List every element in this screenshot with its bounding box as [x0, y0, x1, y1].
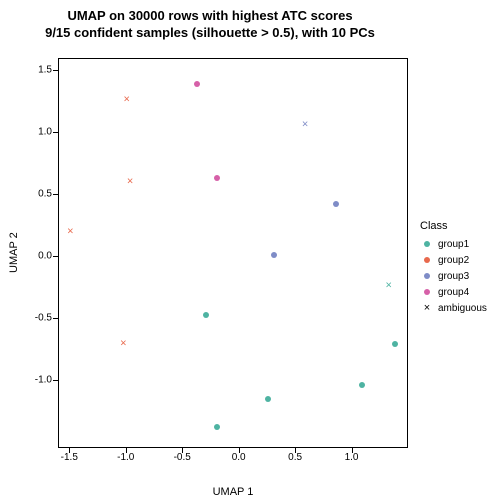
data-point: × [385, 280, 391, 291]
plot-area: × × × × × × [58, 58, 408, 448]
legend-marker [420, 257, 434, 263]
chart-title: UMAP on 30000 rows with highest ATC scor… [0, 8, 420, 42]
data-point [194, 81, 200, 87]
data-point: × [302, 119, 308, 130]
y-tick-label: 1.0 [24, 127, 52, 138]
y-tick-mark [53, 256, 58, 257]
data-point [203, 312, 209, 318]
legend-items: group1 group2 group3 group4 × ambiguous [420, 236, 487, 316]
legend-marker [420, 241, 434, 247]
legend-label: group4 [438, 287, 469, 298]
legend-label: group1 [438, 239, 469, 250]
data-point: × [67, 227, 73, 238]
y-tick-mark [53, 132, 58, 133]
legend-item: group1 [420, 236, 487, 252]
title-line-1: UMAP on 30000 rows with highest ATC scor… [0, 8, 420, 25]
data-point [392, 341, 398, 347]
legend-item: group2 [420, 252, 487, 268]
legend-marker [420, 273, 434, 279]
legend-dot-icon [424, 273, 430, 279]
data-point [265, 396, 271, 402]
legend: Class group1 group2 group3 group4 × ambiguous [420, 220, 487, 316]
x-tick-label: 0.5 [288, 452, 302, 463]
y-tick-mark [53, 70, 58, 71]
legend-item: group4 [420, 284, 487, 300]
data-point [271, 252, 277, 258]
x-tick-label: 1.0 [345, 452, 359, 463]
y-axis-label: UMAP 2 [8, 58, 22, 448]
legend-label: group2 [438, 255, 469, 266]
data-point [214, 424, 220, 430]
y-tick-label: -0.5 [24, 313, 52, 324]
chart-container: UMAP on 30000 rows with highest ATC scor… [0, 0, 504, 504]
y-tick-label: 1.5 [24, 65, 52, 76]
x-tick-label: 0.0 [232, 452, 246, 463]
x-tick-label: -1.0 [117, 452, 134, 463]
y-tick-label: 0.5 [24, 189, 52, 200]
legend-dot-icon [424, 289, 430, 295]
data-point [214, 175, 220, 181]
legend-dot-icon [424, 241, 430, 247]
legend-title: Class [420, 220, 487, 232]
legend-dot-icon [424, 257, 430, 263]
legend-marker [420, 289, 434, 295]
data-point: × [124, 94, 130, 105]
x-tick-label: -1.5 [61, 452, 78, 463]
data-point [333, 201, 339, 207]
y-tick-label: 0.0 [24, 251, 52, 262]
legend-label: ambiguous [438, 303, 487, 314]
y-tick-mark [53, 318, 58, 319]
x-tick-label: -0.5 [174, 452, 191, 463]
y-tick-label: -1.0 [24, 374, 52, 385]
x-axis-label: UMAP 1 [58, 486, 408, 498]
title-line-2: 9/15 confident samples (silhouette > 0.5… [0, 25, 420, 42]
legend-marker: × [420, 303, 434, 314]
data-point: × [127, 176, 133, 187]
data-point [359, 382, 365, 388]
legend-label: group3 [438, 271, 469, 282]
legend-item: group3 [420, 268, 487, 284]
y-tick-mark [53, 380, 58, 381]
legend-x-icon: × [424, 303, 430, 314]
y-tick-mark [53, 194, 58, 195]
data-point: × [120, 338, 126, 349]
legend-item: × ambiguous [420, 300, 487, 316]
